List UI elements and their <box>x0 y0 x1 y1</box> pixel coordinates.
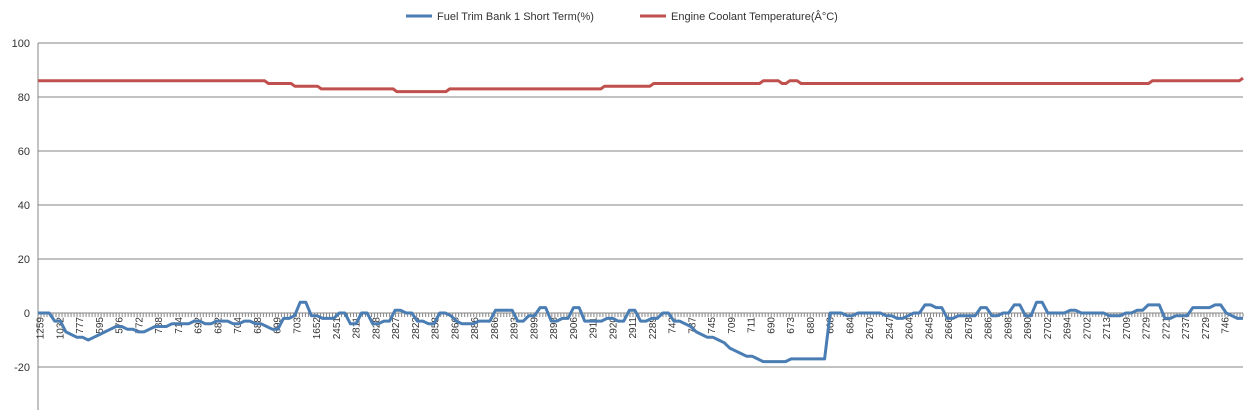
y-tick-label: 100 <box>12 38 30 50</box>
y-tick-label: 20 <box>18 254 30 266</box>
x-tick-label: 1032 <box>55 317 66 340</box>
x-tick-label: 2729 <box>1201 317 1212 340</box>
x-tick-label: 2898 <box>549 317 560 340</box>
x-tick-label: 690 <box>766 317 777 334</box>
x-tick-label: 2645 <box>924 317 935 340</box>
x-tick-label: 787 <box>687 317 698 334</box>
x-tick-label: 2737 <box>1181 317 1192 340</box>
x-tick-label: 2858 <box>431 317 442 340</box>
x-tick-label: 1652 <box>312 317 323 340</box>
x-tick-label: 2666 <box>944 317 955 340</box>
x-tick-label: 2811 <box>352 317 363 339</box>
gridlines <box>38 42 1243 368</box>
x-tick-label: 684 <box>845 317 856 334</box>
x-tick-label: 2698 <box>1003 317 1014 340</box>
x-tick-label: 2694 <box>1063 317 1074 340</box>
y-tick-label: 40 <box>18 200 30 212</box>
x-tick-label: 2828 <box>371 317 382 340</box>
y-tick-label: 80 <box>18 92 30 104</box>
x-tick-label: 2690 <box>1023 317 1034 340</box>
x-tick-label: 2289 <box>648 317 659 340</box>
x-tick-label: 2686 <box>984 317 995 340</box>
x-tick-label: 772 <box>134 317 145 334</box>
x-tick-label: 2866 <box>450 317 461 340</box>
legend-label-fuel-trim: Fuel Trim Bank 1 Short Term(%) <box>437 11 594 23</box>
x-tick-label: 2886 <box>470 317 481 340</box>
x-tick-label: 2702 <box>1043 317 1054 340</box>
x-tick-label: 2721 <box>1161 317 1172 340</box>
y-tick-label: 0 <box>24 308 30 320</box>
x-tick-label: 2893 <box>510 317 521 340</box>
x-tick-label: 777 <box>75 317 86 334</box>
x-tick-label: 2911 <box>628 317 639 339</box>
x-tick-label: 2823 <box>411 317 422 340</box>
x-tick-label: 699 <box>273 317 284 334</box>
y-axis: -20 0 20 40 60 80 100 <box>12 38 39 410</box>
legend-label-coolant-temp: Engine Coolant Temperature(Â°C) <box>671 10 838 23</box>
x-tick-label: 2547 <box>885 317 896 340</box>
x-tick-label: 742 <box>668 317 679 334</box>
x-tick-label: 595 <box>95 317 106 334</box>
x-tick-label: 682 <box>213 317 224 334</box>
x-tick-label: 2920 <box>608 317 619 340</box>
series-line-coolant-temp <box>38 76 1244 94</box>
x-tick-label: 2827 <box>391 317 402 340</box>
x-tick-label: 709 <box>727 317 738 334</box>
x-tick-label: 2702 <box>1082 317 1093 340</box>
x-tick-label: 745 <box>707 317 718 334</box>
x-tick-label: 692 <box>194 317 205 334</box>
x-tick-label: 673 <box>786 317 797 334</box>
x-tick-label: 746 <box>1221 317 1232 334</box>
x-tick-label: 703 <box>292 317 303 334</box>
x-tick-label: 2709 <box>1122 317 1133 340</box>
x-tick-label: 2670 <box>865 317 876 340</box>
x-tick-label: 2866 <box>490 317 501 340</box>
x-tick-label: 2451 <box>332 317 343 340</box>
x-tick-label: 2729 <box>1142 317 1153 340</box>
series-line-fuel-trim <box>38 300 1243 364</box>
legend: Fuel Trim Bank 1 Short Term(%) Engine Co… <box>406 10 838 23</box>
x-tick-label: 711 <box>747 317 758 333</box>
x-tick-label: 2713 <box>1102 317 1113 340</box>
x-tick-label: 2604 <box>905 317 916 340</box>
x-tick-label: 680 <box>806 317 817 334</box>
y-tick-label: 60 <box>18 146 30 158</box>
x-tick-label: 668 <box>826 317 837 334</box>
y-tick-label: -20 <box>14 362 30 374</box>
x-tick-label: 1259 <box>36 317 47 340</box>
x-tick-label: 2911 <box>589 317 600 339</box>
x-tick-label: 2678 <box>964 317 975 340</box>
x-tick-label: 2906 <box>569 317 580 340</box>
x-tick-label: 2899 <box>529 317 540 340</box>
series-layer <box>38 76 1244 364</box>
